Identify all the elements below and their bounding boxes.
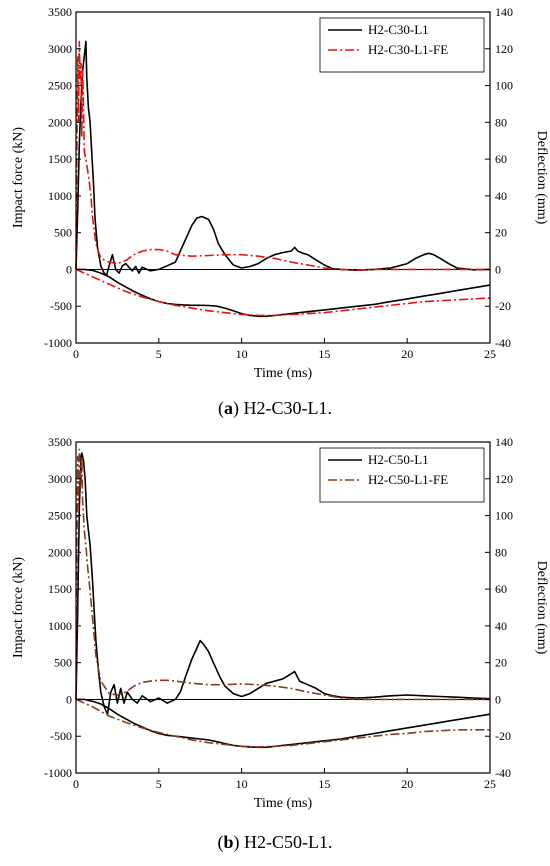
chart-a-ytick-left-label-1: -500 (50, 299, 72, 313)
chart-b-ytick-right-label-0: -40 (495, 766, 511, 780)
chart-panel-a: 0 5 10 15 20 25 -1000 -500 0 500 1000 1500 2000 2500 3… (0, 0, 550, 430)
chart-a-xlabel: Time (ms) (254, 366, 313, 381)
chart-a-xtick-label-4: 20 (401, 347, 413, 361)
chart-a-series-2-line (76, 268, 491, 318)
chart-a-ytick-right-label-3: 20 (495, 226, 507, 240)
caption-a-text: ) H2-C30-L1. (233, 398, 332, 418)
chart-a-ytick-right-label-8: 120 (495, 42, 513, 56)
chart-b-xtick-label-2: 10 (236, 777, 248, 791)
chart-b-xtick-label-4: 20 (401, 777, 413, 791)
chart-b: 0 5 10 15 20 25-1000-500050010001500200025003… (11, 435, 549, 811)
chart-b-legend-box (319, 447, 485, 503)
chart-b-ytick-right-label-7: 100 (495, 509, 513, 523)
chart-a-ylabel-right: Deflection (mm) (534, 131, 549, 225)
chart-b-xtick-label-1: 5 (156, 777, 162, 791)
caption-b-text: ) H2-C50-L1. (233, 832, 333, 852)
chart-a-ytick-right-label-9: 140 (495, 5, 513, 19)
chart-a-ylabel-left: Impact force (kN) (11, 127, 26, 228)
chart-a-ytick-right-label-0: -40 (495, 336, 511, 350)
chart-a-legend-label-1: H2-C30-L1-FE (368, 42, 448, 57)
chart-b-series-3-line (75, 698, 490, 748)
chart-b-ylabel-right: Deflection (mm) (534, 561, 549, 655)
chart-a-ytick-left-label-5: 1500 (48, 152, 72, 166)
chart-b-ytick-left-label-0: -1000 (44, 766, 72, 780)
chart-b-ytick-right-label-6: 80 (495, 545, 507, 559)
chart-a-ytick-right-label-7: 100 (495, 79, 513, 93)
chart-b-ylabel-left: Impact force (kN) (11, 557, 26, 658)
chart-a-ytick-right-label-5: 60 (495, 152, 507, 166)
chart-panel-b: 0 5 10 15 20 25 -1000 -500 0 500 1000 1500 2000 2500 3… (0, 430, 550, 866)
chart-b-ytick-right-label-3: 20 (495, 656, 507, 670)
chart-a-plot-frame (75, 11, 491, 344)
chart-a-ytick-left-label-0: -1000 (44, 336, 72, 350)
chart-b-ytick-right-label-5: 60 (495, 582, 507, 596)
chart-a-ytick-right-label-4: 40 (495, 189, 507, 203)
chart-b-ytick-left-label-6: 2000 (48, 545, 72, 559)
chart-a-legend-box (319, 17, 485, 73)
chart-b-ytick-left-label-8: 3000 (48, 472, 72, 486)
chart-b-legend-label-1: H2-C50-L1-FE (368, 472, 448, 487)
chart-b-xtick-label-0: 0 (73, 777, 79, 791)
chart-b-ytick-left-label-3: 500 (54, 656, 72, 670)
chart-a-ytick-left-label-8: 3000 (48, 42, 72, 56)
chart-b-ytick-right-label-9: 140 (495, 435, 513, 449)
chart-b-series-1-line (75, 448, 490, 701)
chart-a-xtick-label-2: 10 (236, 347, 248, 361)
caption-b: (b) H2-C50-L1. (217, 832, 333, 852)
chart-b-series-0-line (75, 452, 491, 716)
chart-a-ytick-left-label-2: 0 (66, 262, 72, 276)
chart-b-ytick-left-label-5: 1500 (48, 582, 72, 596)
chart-b-ytick-left-label-4: 1000 (48, 619, 72, 633)
chart-b-ytick-right-label-1: -20 (495, 729, 511, 743)
chart-a-xtick-label-0: 0 (73, 347, 79, 361)
chart-b-ytick-left-label-7: 2500 (48, 509, 72, 523)
chart-b-ytick-right-label-2: 0 (495, 692, 501, 706)
caption-b-letter: b (223, 832, 234, 852)
chart-b-plot-frame (75, 441, 491, 774)
caption-a-letter: a (224, 398, 233, 418)
caption-a: (a) H2-C30-L1. (218, 398, 332, 418)
chart-a-ytick-left-label-9: 3500 (48, 5, 72, 19)
chart-b-ytick-left-label-9: 3500 (48, 435, 72, 449)
chart-a-series-1-line (75, 40, 490, 272)
chart-b-xlabel: Time (ms) (254, 796, 313, 811)
chart-b-ytick-left-label-1: -500 (50, 729, 72, 743)
chart-a-series-3-line (75, 268, 491, 317)
chart-b-legend-label-0: H2-C50-L1 (368, 452, 429, 467)
chart-a-legend-label-0: H2-C30-L1 (368, 22, 429, 37)
chart-b-xtick-label-5: 25 (484, 777, 496, 791)
chart-b-xtick-label-3: 15 (318, 777, 330, 791)
chart-a-ytick-right-label-2: 0 (495, 262, 501, 276)
chart-b-ytick-right-label-8: 120 (495, 472, 513, 486)
chart-a-xtick-label-3: 15 (318, 347, 330, 361)
chart-a-series-0-line (75, 40, 491, 277)
chart-b-ytick-left-label-2: 0 (66, 692, 72, 706)
chart-b-series-2-line (76, 698, 491, 749)
chart-a-ytick-right-label-6: 80 (495, 115, 507, 129)
chart-a-ytick-left-label-7: 2500 (48, 79, 72, 93)
chart-a-ytick-left-label-3: 500 (54, 226, 72, 240)
chart-a: 0 5 10 15 20 25-1000-500050010001500200025003… (11, 5, 549, 381)
chart-a-xtick-label-5: 25 (484, 347, 496, 361)
chart-a-ytick-left-label-6: 2000 (48, 115, 72, 129)
chart-b-ytick-right-label-4: 40 (495, 619, 507, 633)
chart-a-ytick-right-label-1: -20 (495, 299, 511, 313)
chart-a-ytick-left-label-4: 1000 (48, 189, 72, 203)
chart-a-xtick-label-1: 5 (156, 347, 162, 361)
